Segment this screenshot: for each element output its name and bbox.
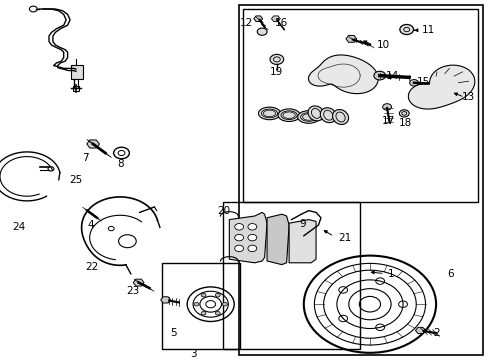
Circle shape <box>248 234 257 241</box>
Text: 4: 4 <box>87 220 94 230</box>
Circle shape <box>257 28 267 35</box>
Circle shape <box>410 80 418 86</box>
Text: 22: 22 <box>85 262 99 272</box>
Bar <box>223 202 360 349</box>
Polygon shape <box>229 212 267 263</box>
Bar <box>243 9 478 202</box>
Circle shape <box>222 302 227 306</box>
Circle shape <box>201 311 206 315</box>
Circle shape <box>400 24 414 35</box>
Circle shape <box>216 311 220 315</box>
Text: 23: 23 <box>126 286 140 296</box>
Polygon shape <box>416 327 425 334</box>
Polygon shape <box>408 65 475 109</box>
Circle shape <box>374 71 386 80</box>
Circle shape <box>235 224 244 230</box>
Polygon shape <box>267 214 289 265</box>
Circle shape <box>270 54 284 64</box>
Polygon shape <box>133 279 144 286</box>
Circle shape <box>235 245 244 252</box>
Text: 15: 15 <box>417 77 431 87</box>
Text: 5: 5 <box>171 328 177 338</box>
Ellipse shape <box>259 107 281 120</box>
Text: 19: 19 <box>270 67 284 77</box>
Circle shape <box>194 302 199 306</box>
Text: 6: 6 <box>447 269 454 279</box>
Text: 14: 14 <box>385 71 399 81</box>
Text: 20: 20 <box>218 206 230 216</box>
Text: 25: 25 <box>69 175 83 185</box>
Text: 24: 24 <box>12 222 25 232</box>
Text: 17: 17 <box>382 116 395 126</box>
Text: 16: 16 <box>274 18 288 28</box>
Polygon shape <box>346 35 357 42</box>
Circle shape <box>235 234 244 241</box>
Polygon shape <box>289 220 316 263</box>
Ellipse shape <box>298 111 319 123</box>
Polygon shape <box>254 16 263 22</box>
Text: 3: 3 <box>190 348 197 359</box>
Text: 1: 1 <box>388 269 395 279</box>
Text: 13: 13 <box>461 92 475 102</box>
Text: 18: 18 <box>399 118 413 128</box>
Text: 8: 8 <box>118 159 124 169</box>
Bar <box>73 86 79 91</box>
Text: 21: 21 <box>338 233 351 243</box>
Circle shape <box>383 104 392 110</box>
Text: 11: 11 <box>421 25 435 35</box>
Bar <box>239 5 483 355</box>
Ellipse shape <box>333 109 348 125</box>
Bar <box>162 263 240 349</box>
Circle shape <box>248 224 257 230</box>
Bar <box>71 65 83 79</box>
Circle shape <box>248 245 257 252</box>
Circle shape <box>201 293 206 297</box>
Ellipse shape <box>308 106 324 121</box>
Ellipse shape <box>278 109 300 122</box>
Text: 9: 9 <box>299 219 306 229</box>
Text: 12: 12 <box>240 18 253 28</box>
Ellipse shape <box>320 108 336 123</box>
Text: 2: 2 <box>434 328 441 338</box>
Polygon shape <box>309 55 378 94</box>
Polygon shape <box>161 297 171 303</box>
Circle shape <box>216 293 220 297</box>
Text: 7: 7 <box>82 153 89 163</box>
Circle shape <box>399 110 409 117</box>
Text: 10: 10 <box>377 40 391 50</box>
Polygon shape <box>87 140 99 148</box>
Polygon shape <box>271 16 280 22</box>
